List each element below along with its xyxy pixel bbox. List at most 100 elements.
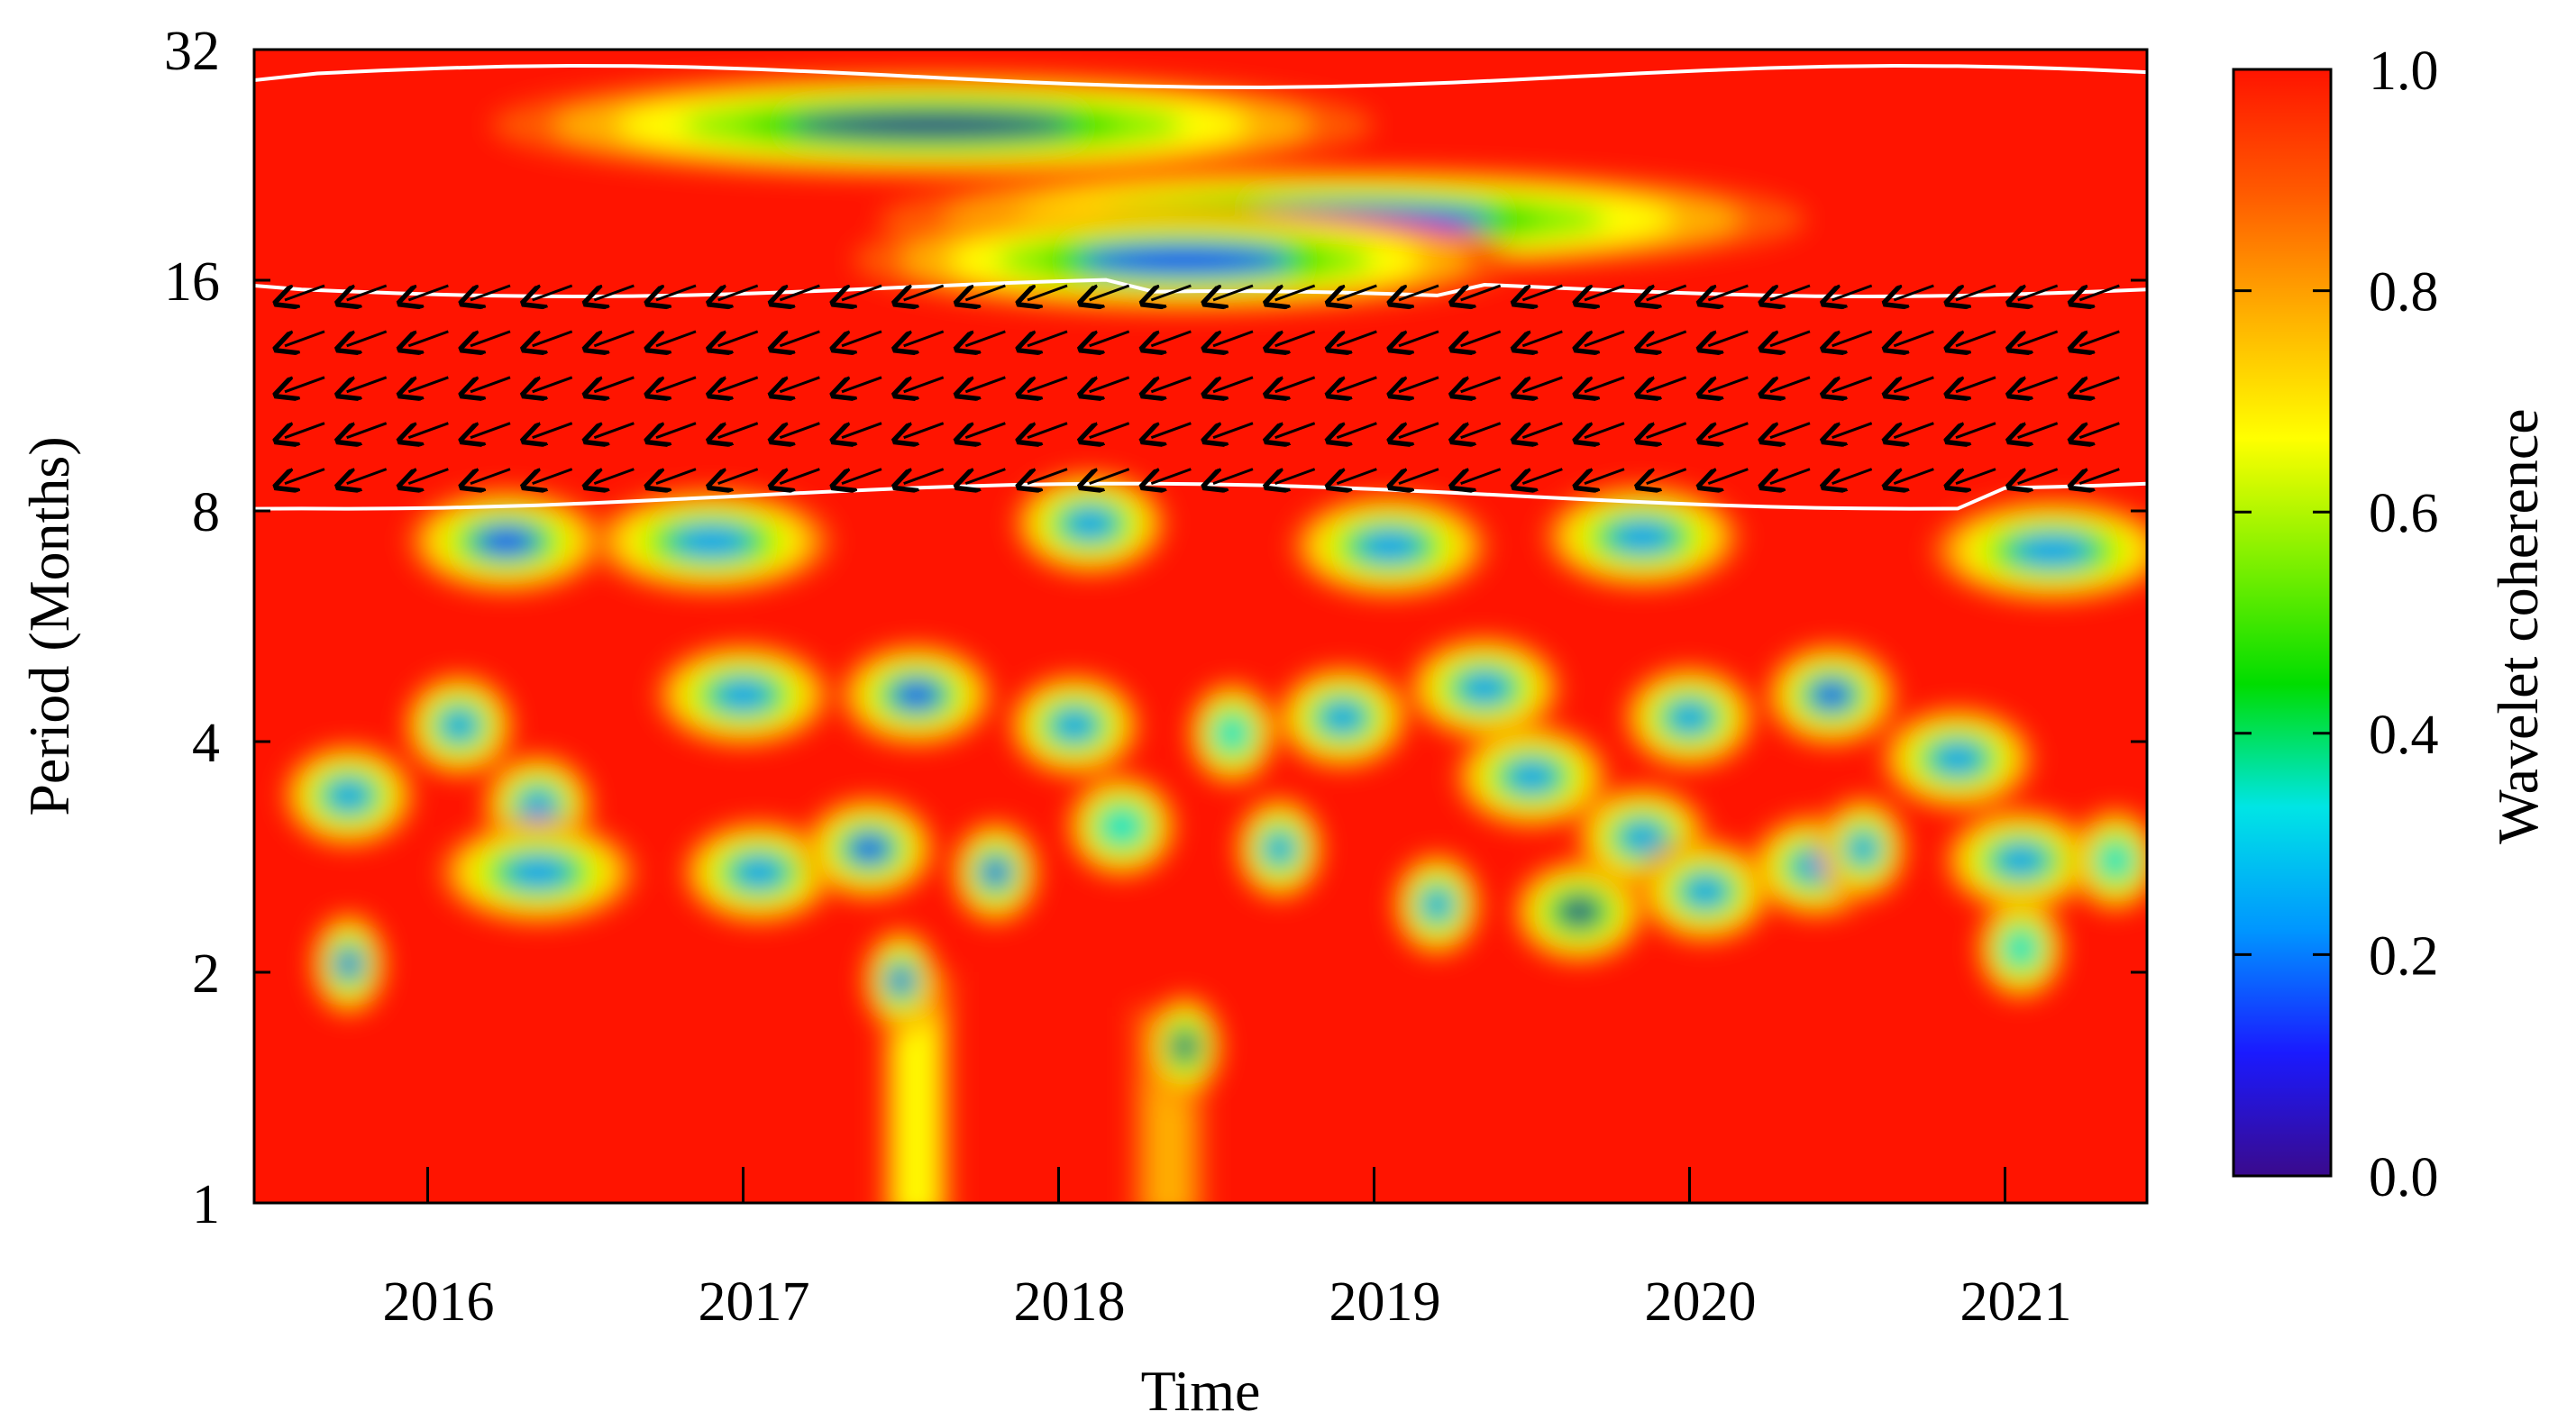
- phase-arrow: [965, 330, 1006, 346]
- phase-arrow: [1770, 284, 1811, 300]
- phase-arrow: [470, 284, 511, 300]
- phase-arrow: [470, 376, 511, 392]
- x-tick-label: 2018: [1014, 1271, 1126, 1333]
- coherence-patch-core: [1103, 812, 1140, 841]
- y-axis: 1 2 4 8 16 32: [164, 21, 2147, 1235]
- phase-arrow: [1337, 284, 1377, 300]
- phase-arrow: [2018, 422, 2059, 438]
- phase-arrow: [780, 376, 820, 392]
- coherence-patch-core: [1320, 703, 1365, 732]
- phase-arrow: [1151, 284, 1192, 300]
- phase-arrow: [718, 330, 759, 346]
- phase-arrow: [1770, 468, 1811, 484]
- phase-arrow: [1647, 284, 1687, 300]
- phase-arrow: [1894, 330, 1934, 346]
- phase-arrow: [1461, 330, 1502, 346]
- colorbar-label: Wavelet coherence: [2486, 408, 2550, 843]
- coherence-patch-core: [889, 967, 913, 995]
- coherence-patch-core: [441, 711, 478, 740]
- phase-arrow: [1090, 330, 1130, 346]
- phase-arrow: [533, 468, 573, 484]
- coherence-patch-core: [1621, 823, 1664, 852]
- phase-arrow: [1399, 376, 1439, 392]
- phase-arrow: [1275, 376, 1316, 392]
- coherence-patch-core: [1064, 509, 1116, 538]
- phase-arrow: [1151, 376, 1192, 392]
- phase-arrow: [1028, 284, 1068, 300]
- coherence-patch-core: [1078, 246, 1292, 274]
- phase-arrow: [1708, 284, 1749, 300]
- phase-arrow: [1585, 422, 1625, 438]
- phase-arrow: [470, 330, 511, 346]
- phase-arrow: [285, 376, 325, 392]
- phase-arrow: [904, 376, 945, 392]
- phase-arrow: [470, 422, 511, 438]
- phase-arrow: [718, 422, 759, 438]
- y-tick-label: 1: [192, 1174, 220, 1235]
- phase-arrow: [1956, 422, 1996, 438]
- phase-arrow: [347, 330, 388, 346]
- coherence-patch-core: [474, 527, 539, 556]
- phase-arrow: [718, 468, 759, 484]
- y-axis-label: Period (Months): [17, 436, 81, 815]
- phase-arrow: [965, 284, 1006, 300]
- phase-arrow: [1522, 330, 1563, 346]
- phase-arrow: [1894, 422, 1934, 438]
- phase-arrow: [904, 422, 945, 438]
- phase-arrow: [656, 330, 697, 346]
- phase-arrow: [1213, 376, 1254, 392]
- coherence-patch-core: [1506, 762, 1557, 791]
- phase-arrow: [2018, 376, 2059, 392]
- phase-arrow: [1461, 422, 1502, 438]
- phase-arrow: [1770, 422, 1811, 438]
- phase-arrow: [1213, 330, 1254, 346]
- y-tick-label: 32: [164, 21, 220, 82]
- phase-arrow: [1832, 330, 1873, 346]
- phase-arrow: [718, 376, 759, 392]
- phase-arrow: [965, 376, 1006, 392]
- phase-arrow: [1647, 376, 1687, 392]
- phase-arrow: [1028, 468, 1068, 484]
- phase-arrow: [2079, 422, 2120, 438]
- colorbar-tick-label: 0.4: [2369, 705, 2439, 766]
- coherence-patch-core: [1422, 890, 1452, 919]
- phase-arrow: [842, 284, 882, 300]
- x-tick-label: 2021: [1960, 1271, 2072, 1333]
- coherence-patch-core: [981, 858, 1010, 887]
- phase-arrow: [1028, 422, 1068, 438]
- phase-arrow: [1151, 330, 1192, 346]
- coherence-patch-core: [1357, 532, 1422, 560]
- y-tick-label: 2: [192, 943, 220, 1005]
- phase-arrow: [1956, 284, 1996, 300]
- coherence-patch-core: [1684, 877, 1727, 906]
- phase-arrow: [656, 284, 697, 300]
- colorbar-tick-label: 0.2: [2369, 925, 2439, 987]
- coherence-patch-core: [1053, 711, 1096, 740]
- phase-arrow: [1461, 468, 1502, 484]
- phase-arrow: [594, 376, 635, 392]
- coherence-patch-core: [520, 791, 556, 820]
- phase-arrow: [1522, 284, 1563, 300]
- phase-arrow: [1708, 330, 1749, 346]
- phase-arrow: [1213, 284, 1254, 300]
- x-tick-label: 2020: [1645, 1271, 1757, 1333]
- x-tick-label: 2017: [699, 1271, 810, 1333]
- phase-arrow: [347, 284, 388, 300]
- coherence-patch-core: [734, 858, 784, 887]
- phase-arrow: [965, 468, 1006, 484]
- phase-arrow: [594, 284, 635, 300]
- phase-arrow: [1708, 376, 1749, 392]
- colorbar-tick-label: 0.6: [2369, 483, 2439, 544]
- phase-arrow: [1894, 376, 1934, 392]
- phase-arrow: [1275, 330, 1316, 346]
- significance-contour-top: [254, 63, 2147, 90]
- x-tick-label: 2016: [383, 1271, 495, 1333]
- colorbar-ticks: 0.0 0.2 0.4 0.6 0.8 1.0: [2233, 41, 2439, 1208]
- colorbar-gradient: [2232, 68, 2333, 1178]
- coherence-patch-core: [715, 681, 772, 709]
- phase-arrow: [965, 422, 1006, 438]
- plot-area: [252, 48, 2149, 1205]
- phase-arrow: [1585, 468, 1625, 484]
- phase-arrow: [1956, 330, 1996, 346]
